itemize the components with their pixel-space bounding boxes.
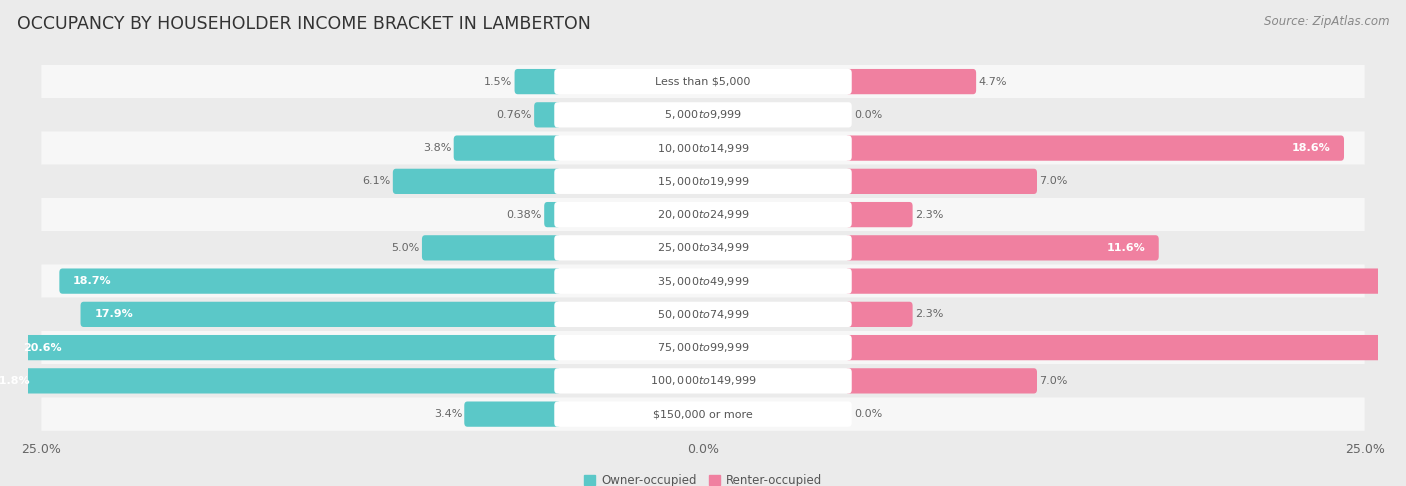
FancyBboxPatch shape [41, 132, 1365, 165]
FancyBboxPatch shape [554, 368, 852, 394]
Text: $75,000 to $99,999: $75,000 to $99,999 [657, 341, 749, 354]
Text: 2.3%: 2.3% [915, 310, 943, 319]
FancyBboxPatch shape [41, 398, 1365, 431]
FancyBboxPatch shape [41, 298, 1365, 331]
FancyBboxPatch shape [544, 202, 561, 227]
FancyBboxPatch shape [454, 136, 561, 161]
FancyBboxPatch shape [41, 331, 1365, 364]
Text: 7.0%: 7.0% [1039, 176, 1067, 186]
FancyBboxPatch shape [845, 235, 1159, 260]
Text: $150,000 or more: $150,000 or more [654, 409, 752, 419]
FancyBboxPatch shape [845, 69, 976, 94]
FancyBboxPatch shape [41, 165, 1365, 198]
Text: 7.0%: 7.0% [1039, 376, 1067, 386]
FancyBboxPatch shape [845, 335, 1406, 360]
FancyBboxPatch shape [554, 401, 852, 427]
FancyBboxPatch shape [554, 69, 852, 94]
FancyBboxPatch shape [59, 268, 561, 294]
FancyBboxPatch shape [554, 102, 852, 127]
Text: 3.8%: 3.8% [423, 143, 451, 153]
FancyBboxPatch shape [554, 235, 852, 260]
FancyBboxPatch shape [41, 198, 1365, 231]
Text: $100,000 to $149,999: $100,000 to $149,999 [650, 374, 756, 387]
Text: 21.8%: 21.8% [0, 376, 30, 386]
FancyBboxPatch shape [534, 102, 561, 127]
Text: 0.38%: 0.38% [506, 209, 543, 220]
Text: $10,000 to $14,999: $10,000 to $14,999 [657, 141, 749, 155]
Text: 0.0%: 0.0% [853, 110, 882, 120]
FancyBboxPatch shape [554, 202, 852, 227]
FancyBboxPatch shape [41, 98, 1365, 132]
Text: 17.9%: 17.9% [94, 310, 134, 319]
Text: 2.3%: 2.3% [915, 209, 943, 220]
FancyBboxPatch shape [845, 202, 912, 227]
Text: 5.0%: 5.0% [391, 243, 420, 253]
FancyBboxPatch shape [845, 268, 1406, 294]
Text: Source: ZipAtlas.com: Source: ZipAtlas.com [1264, 15, 1389, 28]
Text: 4.7%: 4.7% [979, 77, 1007, 87]
FancyBboxPatch shape [422, 235, 561, 260]
FancyBboxPatch shape [41, 264, 1365, 298]
Legend: Owner-occupied, Renter-occupied: Owner-occupied, Renter-occupied [579, 469, 827, 486]
Text: 0.76%: 0.76% [496, 110, 531, 120]
FancyBboxPatch shape [41, 364, 1365, 398]
Text: 18.7%: 18.7% [73, 276, 111, 286]
Text: 18.6%: 18.6% [1292, 143, 1330, 153]
FancyBboxPatch shape [554, 268, 852, 294]
FancyBboxPatch shape [41, 231, 1365, 264]
Text: $35,000 to $49,999: $35,000 to $49,999 [657, 275, 749, 288]
Text: 6.1%: 6.1% [363, 176, 391, 186]
FancyBboxPatch shape [845, 169, 1038, 194]
Text: 20.6%: 20.6% [22, 343, 62, 353]
Text: 3.4%: 3.4% [434, 409, 463, 419]
Text: 1.5%: 1.5% [484, 77, 512, 87]
Text: $25,000 to $34,999: $25,000 to $34,999 [657, 242, 749, 254]
Text: $50,000 to $74,999: $50,000 to $74,999 [657, 308, 749, 321]
Text: Less than $5,000: Less than $5,000 [655, 77, 751, 87]
FancyBboxPatch shape [554, 335, 852, 360]
Text: 0.0%: 0.0% [853, 409, 882, 419]
FancyBboxPatch shape [845, 302, 912, 327]
FancyBboxPatch shape [515, 69, 561, 94]
FancyBboxPatch shape [80, 302, 561, 327]
FancyBboxPatch shape [845, 368, 1038, 394]
Text: $20,000 to $24,999: $20,000 to $24,999 [657, 208, 749, 221]
FancyBboxPatch shape [554, 302, 852, 327]
FancyBboxPatch shape [8, 335, 561, 360]
Text: $5,000 to $9,999: $5,000 to $9,999 [664, 108, 742, 122]
FancyBboxPatch shape [554, 169, 852, 194]
Text: 11.6%: 11.6% [1107, 243, 1144, 253]
FancyBboxPatch shape [554, 136, 852, 161]
FancyBboxPatch shape [464, 401, 561, 427]
FancyBboxPatch shape [845, 136, 1344, 161]
FancyBboxPatch shape [0, 368, 561, 394]
Text: $15,000 to $19,999: $15,000 to $19,999 [657, 175, 749, 188]
FancyBboxPatch shape [392, 169, 561, 194]
FancyBboxPatch shape [41, 65, 1365, 98]
Text: OCCUPANCY BY HOUSEHOLDER INCOME BRACKET IN LAMBERTON: OCCUPANCY BY HOUSEHOLDER INCOME BRACKET … [17, 15, 591, 33]
